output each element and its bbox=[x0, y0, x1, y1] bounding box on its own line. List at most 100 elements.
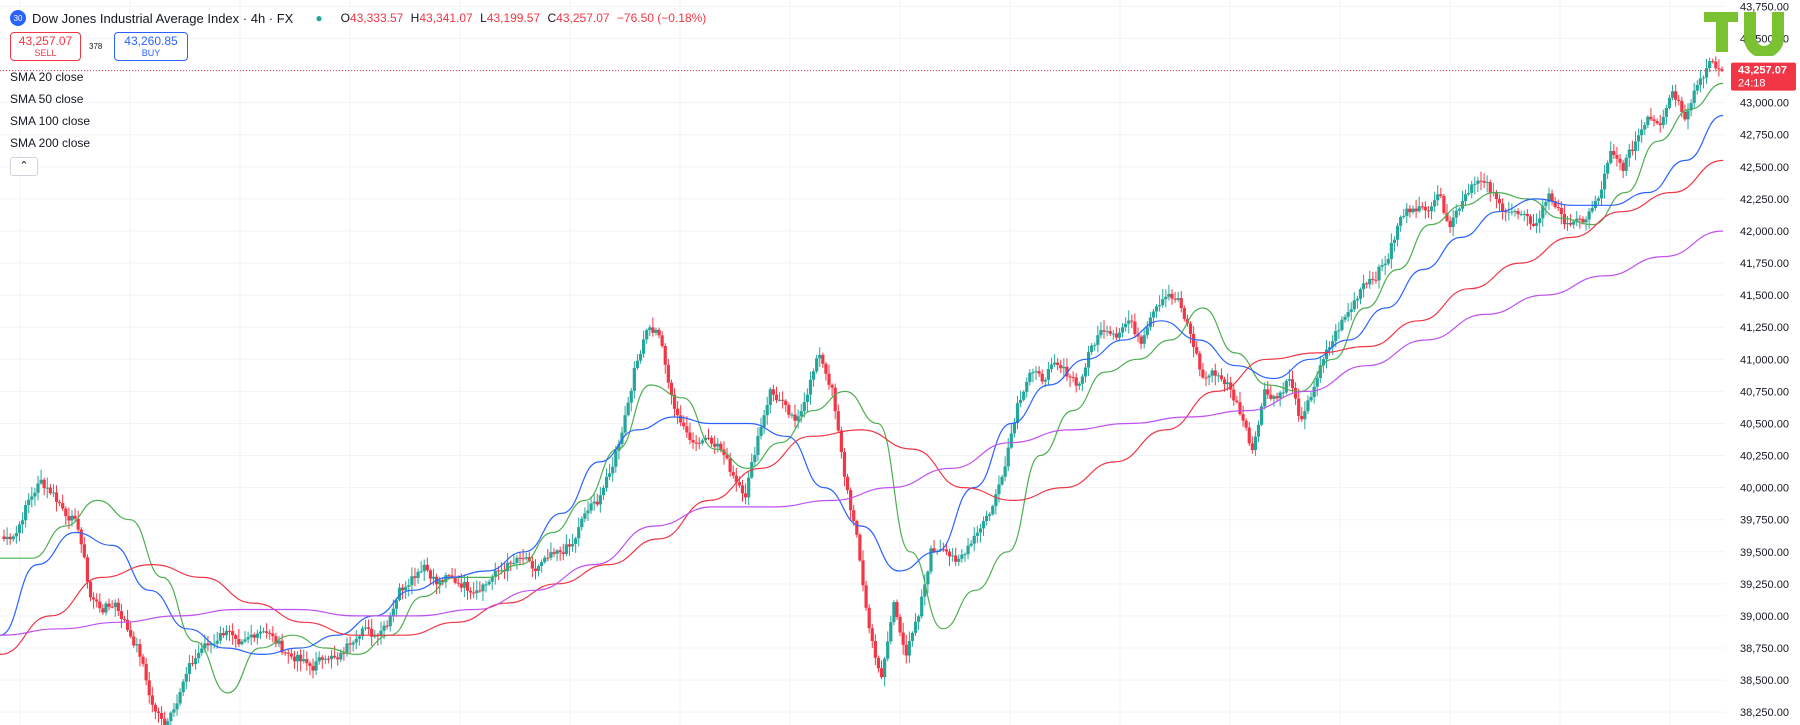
candle bbox=[951, 547, 955, 562]
candle bbox=[697, 437, 701, 450]
candle bbox=[333, 645, 337, 659]
candle bbox=[45, 477, 49, 499]
candle bbox=[845, 473, 850, 494]
candle bbox=[268, 629, 272, 640]
candle bbox=[991, 504, 995, 516]
candle bbox=[626, 397, 630, 417]
candle bbox=[314, 651, 318, 676]
indicator-sma-50[interactable]: SMA 50 close bbox=[10, 92, 84, 106]
candle bbox=[1238, 391, 1242, 416]
candle bbox=[1272, 394, 1276, 407]
y-tick-label: 42,000.00 bbox=[1740, 226, 1789, 238]
chevron-up-icon[interactable]: ⌃ bbox=[10, 157, 38, 176]
candle bbox=[394, 597, 399, 617]
candle bbox=[1284, 379, 1288, 395]
y-tick-label: 42,500.00 bbox=[1740, 162, 1789, 174]
buy-price: 43,260.85 bbox=[124, 34, 178, 48]
candle bbox=[651, 317, 655, 337]
candle bbox=[867, 604, 871, 634]
candle bbox=[620, 426, 624, 447]
candle bbox=[289, 648, 293, 660]
candle bbox=[1683, 104, 1687, 122]
candle bbox=[299, 649, 303, 672]
candle bbox=[1117, 327, 1122, 342]
candle bbox=[540, 559, 544, 573]
candle bbox=[830, 383, 834, 397]
candle bbox=[1636, 128, 1641, 151]
candle bbox=[61, 494, 65, 512]
candle bbox=[1720, 66, 1724, 73]
candle bbox=[1114, 327, 1118, 341]
candle bbox=[1562, 205, 1567, 230]
candle bbox=[1658, 114, 1662, 133]
candle bbox=[187, 654, 191, 682]
candle bbox=[1006, 437, 1010, 472]
candle bbox=[39, 469, 43, 485]
candle bbox=[913, 613, 918, 636]
candle bbox=[533, 559, 538, 580]
price-tag-value: 43,257.07 bbox=[1738, 65, 1787, 77]
candle bbox=[147, 671, 151, 704]
buy-button[interactable]: 43,260.85 BUY bbox=[114, 32, 188, 61]
candle bbox=[1652, 115, 1656, 127]
candle bbox=[1649, 107, 1653, 121]
candle bbox=[1507, 201, 1511, 221]
candle bbox=[1297, 388, 1301, 422]
candle bbox=[95, 593, 99, 608]
candle bbox=[292, 651, 297, 670]
candle bbox=[1355, 295, 1359, 309]
candle bbox=[1133, 313, 1137, 339]
candle bbox=[8, 533, 12, 545]
candle bbox=[1497, 194, 1502, 212]
candle bbox=[1544, 199, 1548, 216]
candle bbox=[150, 686, 154, 713]
candle bbox=[138, 639, 142, 667]
symbol-title[interactable]: Dow Jones Industrial Average Index · 4h … bbox=[32, 10, 294, 26]
candle bbox=[1448, 216, 1452, 234]
indicator-sma-20[interactable]: SMA 20 close bbox=[10, 70, 84, 84]
candle bbox=[221, 627, 225, 639]
y-tick-label: 38,750.00 bbox=[1740, 643, 1789, 655]
candle bbox=[283, 650, 287, 656]
candle bbox=[546, 549, 550, 562]
candle bbox=[691, 432, 695, 449]
candle bbox=[1000, 474, 1004, 486]
symbol-badge[interactable]: 30 bbox=[10, 10, 26, 26]
sell-button[interactable]: 43,257.07 SELL bbox=[10, 32, 81, 61]
candle bbox=[907, 631, 911, 664]
candle bbox=[790, 412, 794, 419]
candle bbox=[1392, 236, 1397, 252]
candle bbox=[694, 434, 698, 451]
y-tick-label: 42,250.00 bbox=[1740, 194, 1789, 206]
candle bbox=[1479, 171, 1483, 191]
candle bbox=[76, 510, 80, 533]
candle bbox=[58, 499, 62, 507]
candle bbox=[564, 534, 568, 557]
candle bbox=[898, 613, 902, 637]
candle bbox=[1198, 350, 1202, 377]
candle bbox=[159, 706, 164, 725]
buy-label: BUY bbox=[141, 48, 161, 58]
indicator-sma-200[interactable]: SMA 200 close bbox=[10, 136, 91, 150]
candle bbox=[193, 649, 198, 670]
candle bbox=[1213, 363, 1217, 386]
candle bbox=[481, 582, 485, 601]
candle bbox=[1698, 69, 1702, 93]
candle bbox=[413, 567, 417, 587]
candle bbox=[1065, 358, 1069, 382]
candle bbox=[954, 547, 958, 566]
candle bbox=[1142, 329, 1146, 349]
y-axis[interactable]: 38,250.00 38,500.00 38,750.00 39,000.00 39,2… bbox=[1740, 1, 1789, 719]
candle bbox=[1192, 326, 1196, 358]
candle bbox=[1176, 291, 1180, 302]
candle bbox=[1655, 118, 1659, 125]
candle bbox=[753, 446, 757, 467]
candle bbox=[1293, 382, 1298, 406]
candle bbox=[129, 621, 133, 639]
candle bbox=[20, 512, 25, 534]
indicator-sma-100[interactable]: SMA 100 close bbox=[10, 114, 91, 128]
candle bbox=[2, 529, 6, 542]
candle bbox=[373, 630, 377, 639]
candle bbox=[608, 463, 612, 480]
